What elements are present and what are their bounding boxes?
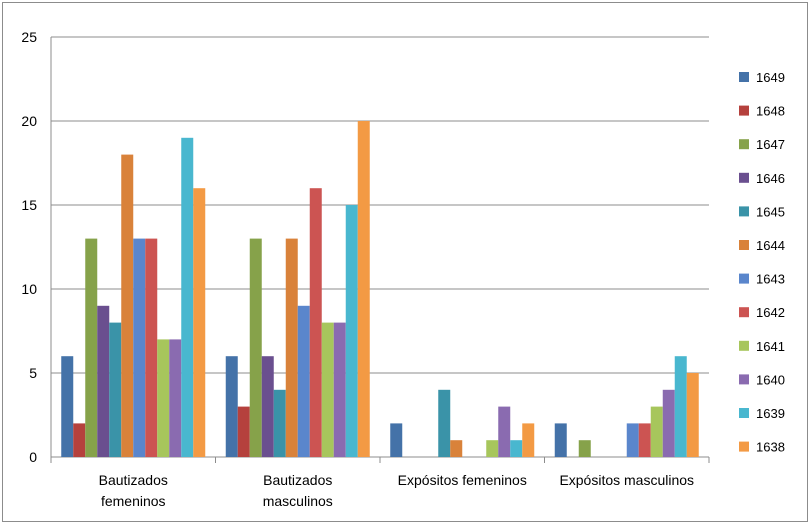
bar	[273, 389, 286, 457]
x-category-label: Expósitos femeninos	[398, 472, 527, 488]
legend-label: 1649	[756, 70, 785, 85]
legend-swatch	[739, 307, 749, 318]
bar	[85, 238, 98, 457]
bar	[522, 423, 535, 457]
bar	[145, 238, 158, 457]
x-category-label: Expósitos masculinos	[559, 472, 694, 488]
legend-label: 1641	[756, 339, 785, 354]
bar	[133, 238, 146, 457]
bar	[498, 406, 511, 457]
bar	[109, 322, 122, 457]
bar	[333, 322, 346, 457]
x-category-label: femeninos	[101, 493, 166, 509]
y-tick-label: 0	[29, 449, 37, 465]
legend-swatch	[739, 441, 749, 452]
legend-swatch	[739, 273, 749, 284]
legend-swatch	[739, 408, 749, 418]
bar	[261, 356, 274, 457]
legend-label: 1646	[756, 171, 785, 186]
y-tick-label: 20	[21, 113, 37, 129]
bar	[345, 205, 358, 457]
legend-swatch	[739, 105, 749, 116]
bar	[97, 305, 110, 457]
bar	[638, 423, 651, 457]
bar	[626, 423, 639, 457]
x-category-label: Bautizados	[99, 472, 168, 488]
bar	[450, 440, 463, 457]
bar-chart: 0 5 10 15 20 25 Bautizados femeninos Bautizados m…	[21, 29, 785, 509]
legend-label: 1640	[756, 372, 785, 387]
legend-label: 1639	[756, 406, 785, 421]
legend-swatch	[739, 374, 749, 385]
legend-swatch	[739, 206, 749, 217]
bar	[169, 339, 182, 457]
bar	[237, 406, 250, 457]
y-tick-label: 5	[29, 365, 37, 381]
bar	[181, 137, 194, 458]
y-tick-label: 25	[21, 29, 37, 45]
legend-swatch	[739, 340, 749, 351]
legend-swatch	[739, 240, 749, 250]
legend-label: 1647	[756, 137, 785, 152]
legend-label: 1638	[756, 440, 785, 455]
bar	[486, 440, 499, 457]
y-tick-label: 10	[21, 281, 37, 297]
bar	[249, 238, 262, 457]
bar	[121, 154, 134, 457]
bar	[193, 188, 206, 457]
bar	[554, 423, 567, 457]
legend-swatch	[739, 72, 749, 82]
y-tick-label: 15	[21, 197, 37, 213]
legend-label: 1645	[756, 204, 785, 219]
bar	[309, 188, 322, 457]
bar	[285, 238, 298, 457]
bar	[157, 339, 170, 457]
bar	[321, 322, 334, 457]
bar	[674, 356, 687, 457]
bar	[297, 305, 310, 457]
bar	[357, 121, 370, 457]
bar	[438, 389, 451, 457]
bar	[73, 423, 86, 457]
bar	[650, 406, 663, 457]
bar	[662, 389, 675, 457]
legend-swatch	[739, 139, 749, 150]
x-category-label: masculinos	[263, 493, 333, 509]
bar	[578, 440, 591, 457]
legend-swatch	[739, 172, 749, 183]
bar	[390, 423, 403, 457]
x-category-label: Bautizados	[263, 472, 332, 488]
legend-label: 1648	[756, 104, 785, 119]
legend-label: 1642	[756, 305, 785, 320]
legend-label: 1643	[756, 272, 785, 287]
bar	[61, 356, 74, 457]
legend-label: 1644	[756, 238, 785, 253]
bar	[686, 373, 699, 457]
bar	[510, 440, 523, 457]
bar	[225, 356, 238, 457]
